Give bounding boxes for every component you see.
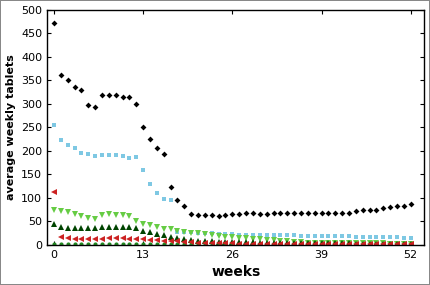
duloxetine xyxy=(374,242,379,246)
morphine xyxy=(237,243,242,246)
pregabalin xyxy=(326,234,331,237)
duloxetine xyxy=(408,242,413,246)
amitriptyline xyxy=(387,242,393,245)
pregabalin xyxy=(51,123,56,127)
all medications xyxy=(51,21,56,25)
gabapentin xyxy=(147,231,153,234)
duloxetine xyxy=(264,242,269,245)
morphine xyxy=(271,243,276,246)
amitriptyline xyxy=(257,238,262,241)
all medications xyxy=(271,212,276,215)
amitriptyline xyxy=(408,242,413,245)
X-axis label: weeks: weeks xyxy=(211,265,261,280)
duloxetine xyxy=(51,190,56,194)
gabapentin xyxy=(264,241,269,244)
all medications xyxy=(408,202,413,206)
duloxetine xyxy=(278,242,283,245)
Line: gabapentin: gabapentin xyxy=(51,221,414,247)
gabapentin xyxy=(278,241,283,244)
all medications xyxy=(216,214,221,217)
gabapentin xyxy=(257,241,262,244)
morphine xyxy=(285,243,290,246)
pregabalin xyxy=(264,233,269,236)
amitriptyline xyxy=(278,239,283,243)
all medications xyxy=(264,212,269,216)
morphine xyxy=(51,242,56,245)
gabapentin xyxy=(374,242,379,245)
all medications xyxy=(147,137,153,141)
Line: amitriptyline: amitriptyline xyxy=(51,207,414,247)
pregabalin xyxy=(367,235,372,239)
pregabalin xyxy=(408,237,413,240)
amitriptyline xyxy=(367,241,372,245)
amitriptyline xyxy=(326,241,331,244)
amitriptyline xyxy=(264,238,269,242)
duloxetine xyxy=(257,242,262,245)
gabapentin xyxy=(353,242,359,245)
gabapentin xyxy=(326,241,331,245)
pregabalin xyxy=(147,182,153,186)
duloxetine xyxy=(333,242,338,246)
all medications xyxy=(285,211,290,215)
morphine xyxy=(333,243,338,246)
Line: morphine: morphine xyxy=(52,241,413,247)
duloxetine xyxy=(305,242,310,246)
gabapentin xyxy=(408,242,413,245)
amitriptyline xyxy=(147,223,153,227)
pregabalin xyxy=(278,233,283,237)
amitriptyline xyxy=(51,208,56,211)
morphine xyxy=(264,243,269,246)
Line: pregabalin: pregabalin xyxy=(52,123,413,241)
Y-axis label: average weekly tablets: average weekly tablets xyxy=(6,54,15,200)
all medications xyxy=(374,208,379,211)
Line: duloxetine: duloxetine xyxy=(51,189,414,247)
morphine xyxy=(408,243,413,246)
morphine xyxy=(374,243,379,246)
Line: all medications: all medications xyxy=(52,21,413,218)
gabapentin xyxy=(51,222,56,225)
pregabalin xyxy=(257,233,262,236)
morphine xyxy=(147,242,153,245)
all medications xyxy=(333,211,338,214)
duloxetine xyxy=(147,238,153,242)
